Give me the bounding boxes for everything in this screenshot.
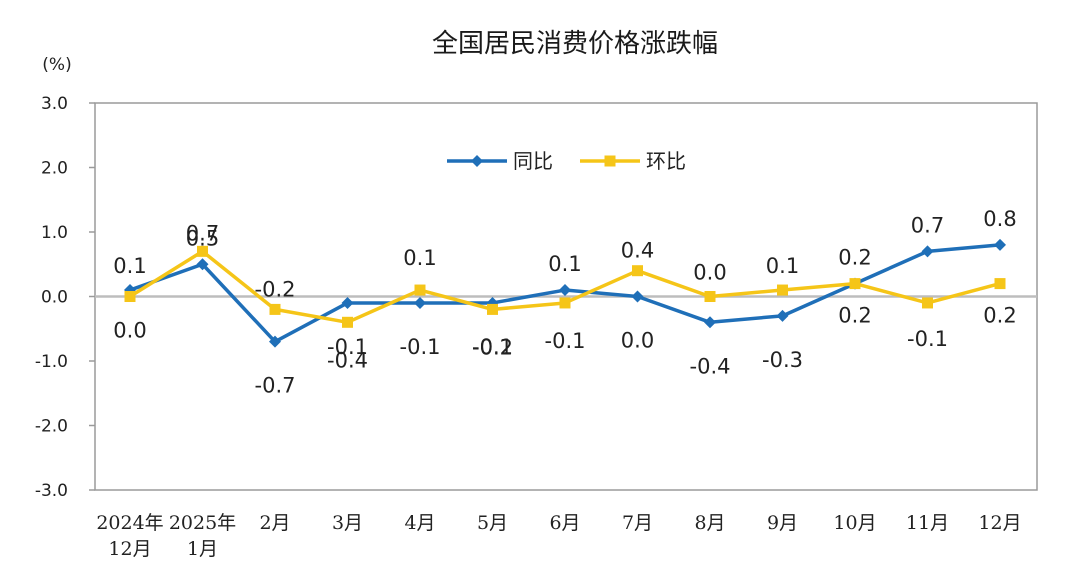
data-point <box>341 296 354 309</box>
data-label: 0.0 <box>113 319 146 343</box>
data-point <box>994 238 1006 251</box>
data-label: -0.4 <box>327 348 368 372</box>
x-axis-ticks: 2024年 12月 2025年 1月 2月 3月 4月 5月 6月 7月 8月 9月 10月 11月 12月 <box>96 512 1021 560</box>
data-point <box>776 309 789 322</box>
series-mom: 0.00.7-0.2-0.40.1-0.2 -0.10.40.0 0.10.2-0.… <box>113 221 1016 372</box>
data-point <box>559 297 571 309</box>
x-tick-label: 6月 <box>549 512 580 534</box>
x-tick-label: 3月 <box>332 512 363 534</box>
data-point <box>704 316 716 329</box>
data-point <box>921 245 934 258</box>
legend-label: 同比 <box>513 149 553 173</box>
legend-swatch-marker <box>471 155 483 167</box>
y-tick-label: -1.0 <box>35 352 68 372</box>
data-point <box>269 303 281 315</box>
data-label: 0.7 <box>186 221 219 245</box>
data-label: -0.3 <box>762 348 803 372</box>
x-tick-label: 12月 <box>108 538 151 560</box>
data-point <box>196 258 209 271</box>
data-point <box>124 291 136 302</box>
x-tick-label: 1月 <box>187 538 218 560</box>
chart-title: 全国居民消费价格涨跌幅 <box>432 29 718 59</box>
data-label: 0.2 <box>838 304 871 328</box>
data-point <box>559 284 571 297</box>
data-label: 0.1 <box>113 254 146 278</box>
y-tick-label: 3.0 <box>41 94 68 114</box>
data-label: -0.4 <box>690 354 731 378</box>
data-label: 0.2 <box>838 246 871 270</box>
data-point <box>631 290 644 303</box>
data-label: -0.7 <box>255 374 296 398</box>
x-tick-label: 12月 <box>978 512 1021 534</box>
data-point <box>342 316 353 328</box>
data-label: -0.1 <box>907 327 948 351</box>
data-label: -0.1 <box>327 335 368 359</box>
x-tick-label: 10月 <box>833 512 876 534</box>
data-label: -0.2 <box>255 277 296 301</box>
y-tick-label: 2.0 <box>41 159 68 179</box>
data-label: 0.4 <box>621 239 654 263</box>
data-point <box>414 296 426 309</box>
data-label: 0.1 <box>548 252 581 276</box>
data-label: 0.1 <box>766 254 799 278</box>
data-label: -0.1 <box>472 335 513 359</box>
y-axis-ticks: 3.0 2.0 1.0 0.0 -1.0 -2.0 -3.0 <box>35 94 95 501</box>
x-tick-label: 4月 <box>404 512 435 534</box>
series-layer: 0.10.5-0.7-0.1 -0.1 -0.10.10.0-0.4 -0.30.20… <box>113 207 1016 398</box>
y-tick-label: 0.0 <box>41 288 68 308</box>
data-point <box>414 284 426 296</box>
data-point <box>632 265 643 277</box>
data-label: 0.2 <box>983 304 1016 328</box>
data-label: 0.0 <box>621 329 654 353</box>
x-tick-label: 2024年 <box>96 512 163 534</box>
x-tick-label: 2025年 <box>169 512 236 534</box>
data-label: 0.1 <box>403 246 436 270</box>
data-point <box>994 278 1006 290</box>
x-tick-label: 9月 <box>767 512 798 534</box>
data-point <box>922 297 933 309</box>
legend: 同比 环比 <box>447 149 686 173</box>
legend-label: 环比 <box>646 149 686 173</box>
x-tick-label: 11月 <box>906 512 949 534</box>
x-tick-label: 2月 <box>259 512 290 534</box>
data-label: -0.1 <box>400 335 441 359</box>
data-point <box>704 291 716 302</box>
data-label: -0.1 <box>545 329 586 353</box>
x-tick-label: 5月 <box>477 512 508 534</box>
data-label: 0.7 <box>911 213 944 237</box>
data-point <box>197 245 208 257</box>
data-label: 0.8 <box>983 207 1016 231</box>
x-tick-label: 7月 <box>622 512 653 534</box>
data-point <box>487 303 498 315</box>
y-tick-label: 1.0 <box>41 223 68 243</box>
data-label: -0.2 <box>472 335 513 359</box>
x-tick-label: 8月 <box>694 512 725 534</box>
data-point <box>777 284 788 296</box>
y-tick-label: -2.0 <box>35 417 68 437</box>
y-unit-label: (%) <box>42 55 71 75</box>
data-point <box>269 335 281 348</box>
y-tick-label: -3.0 <box>35 481 68 501</box>
legend-swatch-marker <box>604 155 616 167</box>
data-point <box>849 278 861 290</box>
data-label: 0.0 <box>693 261 726 285</box>
